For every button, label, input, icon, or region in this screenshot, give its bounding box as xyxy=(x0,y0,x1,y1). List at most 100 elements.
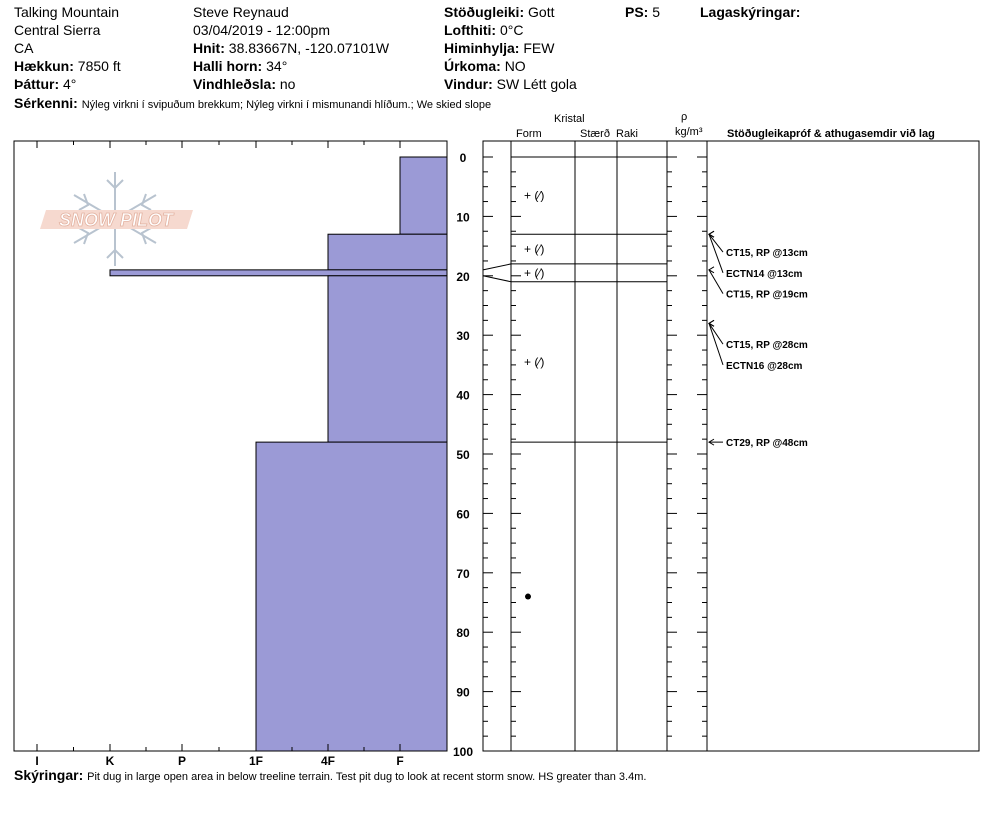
profile-table-frame xyxy=(482,140,980,752)
layer-connector xyxy=(482,263,512,271)
test-leader-line xyxy=(708,323,724,345)
mountain-range: Central Sierra xyxy=(14,22,101,38)
ps-value: 5 xyxy=(652,4,661,20)
depth-label: 90 xyxy=(456,686,470,700)
location-name: Talking Mountain xyxy=(14,4,120,20)
hardness-label: P xyxy=(178,754,186,768)
aspect-value: 4° xyxy=(63,76,77,92)
sky-cover: Himinhylja: FEW xyxy=(444,40,554,56)
observation-datetime: 03/04/2019 - 12:00pm xyxy=(193,22,330,38)
hardness-label: F xyxy=(396,754,403,768)
tests-header: Stöðugleikapróf & athugasemdir við lag xyxy=(727,128,935,140)
logo-text: SNOW PILOT xyxy=(59,210,175,230)
hardness-bar xyxy=(399,156,448,235)
comments-value: Pit dug in large open area in below tree… xyxy=(87,771,647,783)
grain-form-symbol xyxy=(525,593,531,600)
depth-label: 30 xyxy=(456,329,470,343)
crystal-header: Kristal xyxy=(554,113,585,125)
wind-loading-value: no xyxy=(279,76,296,92)
test-leader-line xyxy=(708,269,724,294)
layer-notes-label: Lagaskýringar: xyxy=(700,4,801,20)
precipitation: Úrkoma: NO xyxy=(444,58,526,74)
aspect: Þáttur: 4° xyxy=(14,76,76,92)
test-leader-line xyxy=(708,323,724,366)
hardness-bar xyxy=(255,441,448,752)
density-unit: kg/m³ xyxy=(675,126,703,138)
hardness-label: I xyxy=(35,754,38,768)
coordinates-value: 38.83667N, -120.07101W xyxy=(228,40,390,56)
test-leader-line xyxy=(708,234,724,274)
form-header: Form xyxy=(516,128,542,140)
moisture-header: Raki xyxy=(616,128,639,140)
depth-label: 40 xyxy=(456,389,470,403)
stability: Stöðugleiki: Gott xyxy=(444,4,554,20)
stability-test-label: CT29, RP @48cm xyxy=(726,438,808,449)
state: CA xyxy=(14,40,34,56)
hardness-bar xyxy=(327,233,448,271)
slope-angle: Halli horn: 34° xyxy=(193,58,287,74)
test-arrow-icon xyxy=(708,230,715,238)
observer-name: Steve Reynaud xyxy=(193,4,289,20)
ps: PS: 5 xyxy=(625,4,660,20)
stability-test-label: ECTN14 @13cm xyxy=(726,269,803,280)
test-leader-line xyxy=(708,233,724,253)
comments: Skýringar: Pit dug in large open area in… xyxy=(14,767,646,785)
wind: Vindur: SW Létt gola xyxy=(444,76,577,92)
precipitation-value: NO xyxy=(504,58,526,74)
snowpilot-logo: SNOW PILOT xyxy=(40,172,193,266)
depth-label: 20 xyxy=(456,270,470,284)
elevation-label: Hækkun: xyxy=(14,58,74,74)
wind-label: Vindur: xyxy=(444,76,493,92)
hardness-bar xyxy=(109,269,448,277)
precipitation-label: Úrkoma: xyxy=(444,58,501,74)
elevation-value: 7850 ft xyxy=(77,58,121,74)
sky-cover-label: Himinhylja: xyxy=(444,40,520,56)
size-header: Stærð xyxy=(580,128,610,140)
air-temperature-value: 0°C xyxy=(499,22,524,38)
wind-value: SW Létt gola xyxy=(496,76,577,92)
depth-label: 10 xyxy=(456,210,470,224)
depth-label: 60 xyxy=(456,507,470,521)
layer-connector xyxy=(482,275,512,283)
air-temperature-label: Lofthiti: xyxy=(444,22,497,38)
slope-angle-label: Halli horn: xyxy=(193,58,263,74)
logo-band xyxy=(40,210,193,229)
elevation: Hækkun: 7850 ft xyxy=(14,58,121,74)
wind-loading-label: Vindhleðsla: xyxy=(193,76,276,92)
stability-test-label: CT15, RP @13cm xyxy=(726,248,808,259)
grain-form-symbol: + (⁄) xyxy=(524,189,544,203)
wind-loading: Vindhleðsla: no xyxy=(193,76,295,92)
comments-label: Skýringar: xyxy=(14,767,84,783)
test-arrow-icon xyxy=(708,438,715,446)
depth-label: 100 xyxy=(453,745,473,759)
coordinates-label: Hnit: xyxy=(193,40,225,56)
hardness-label: K xyxy=(106,754,115,768)
stability-test-label: CT15, RP @28cm xyxy=(726,340,808,351)
ps-label: PS: xyxy=(625,4,649,20)
stability-value: Gott xyxy=(528,4,555,20)
depth-label: 0 xyxy=(460,151,467,165)
hardness-bar xyxy=(327,275,448,443)
features-label: Sérkenni: xyxy=(14,95,78,111)
stability-test-label: CT15, RP @19cm xyxy=(726,290,808,301)
depth-label: 80 xyxy=(456,626,470,640)
depth-label: 70 xyxy=(456,567,470,581)
aspect-label: Þáttur: xyxy=(14,76,60,92)
coordinates: Hnit: 38.83667N, -120.07101W xyxy=(193,40,389,56)
stability-test-label: ECTN16 @28cm xyxy=(726,361,803,372)
depth-label: 50 xyxy=(456,448,470,462)
features: Sérkenni: Nýleg virkni í svipuðum brekku… xyxy=(14,95,491,113)
grain-form-symbol: + (⁄) xyxy=(524,355,544,369)
test-arrow-icon xyxy=(708,319,715,327)
hardness-label: 4F xyxy=(321,754,335,768)
sky-cover-value: FEW xyxy=(523,40,555,56)
grain-form-symbol: + (⁄) xyxy=(524,242,544,256)
test-arrow-icon xyxy=(708,266,715,274)
hardness-label: 1F xyxy=(249,754,263,768)
slope-angle-value: 34° xyxy=(266,58,288,74)
density-symbol: ρ xyxy=(681,111,688,123)
stability-label: Stöðugleiki: xyxy=(444,4,525,20)
air-temperature: Lofthiti: 0°C xyxy=(444,22,523,38)
hardness-graph-frame xyxy=(13,140,448,752)
